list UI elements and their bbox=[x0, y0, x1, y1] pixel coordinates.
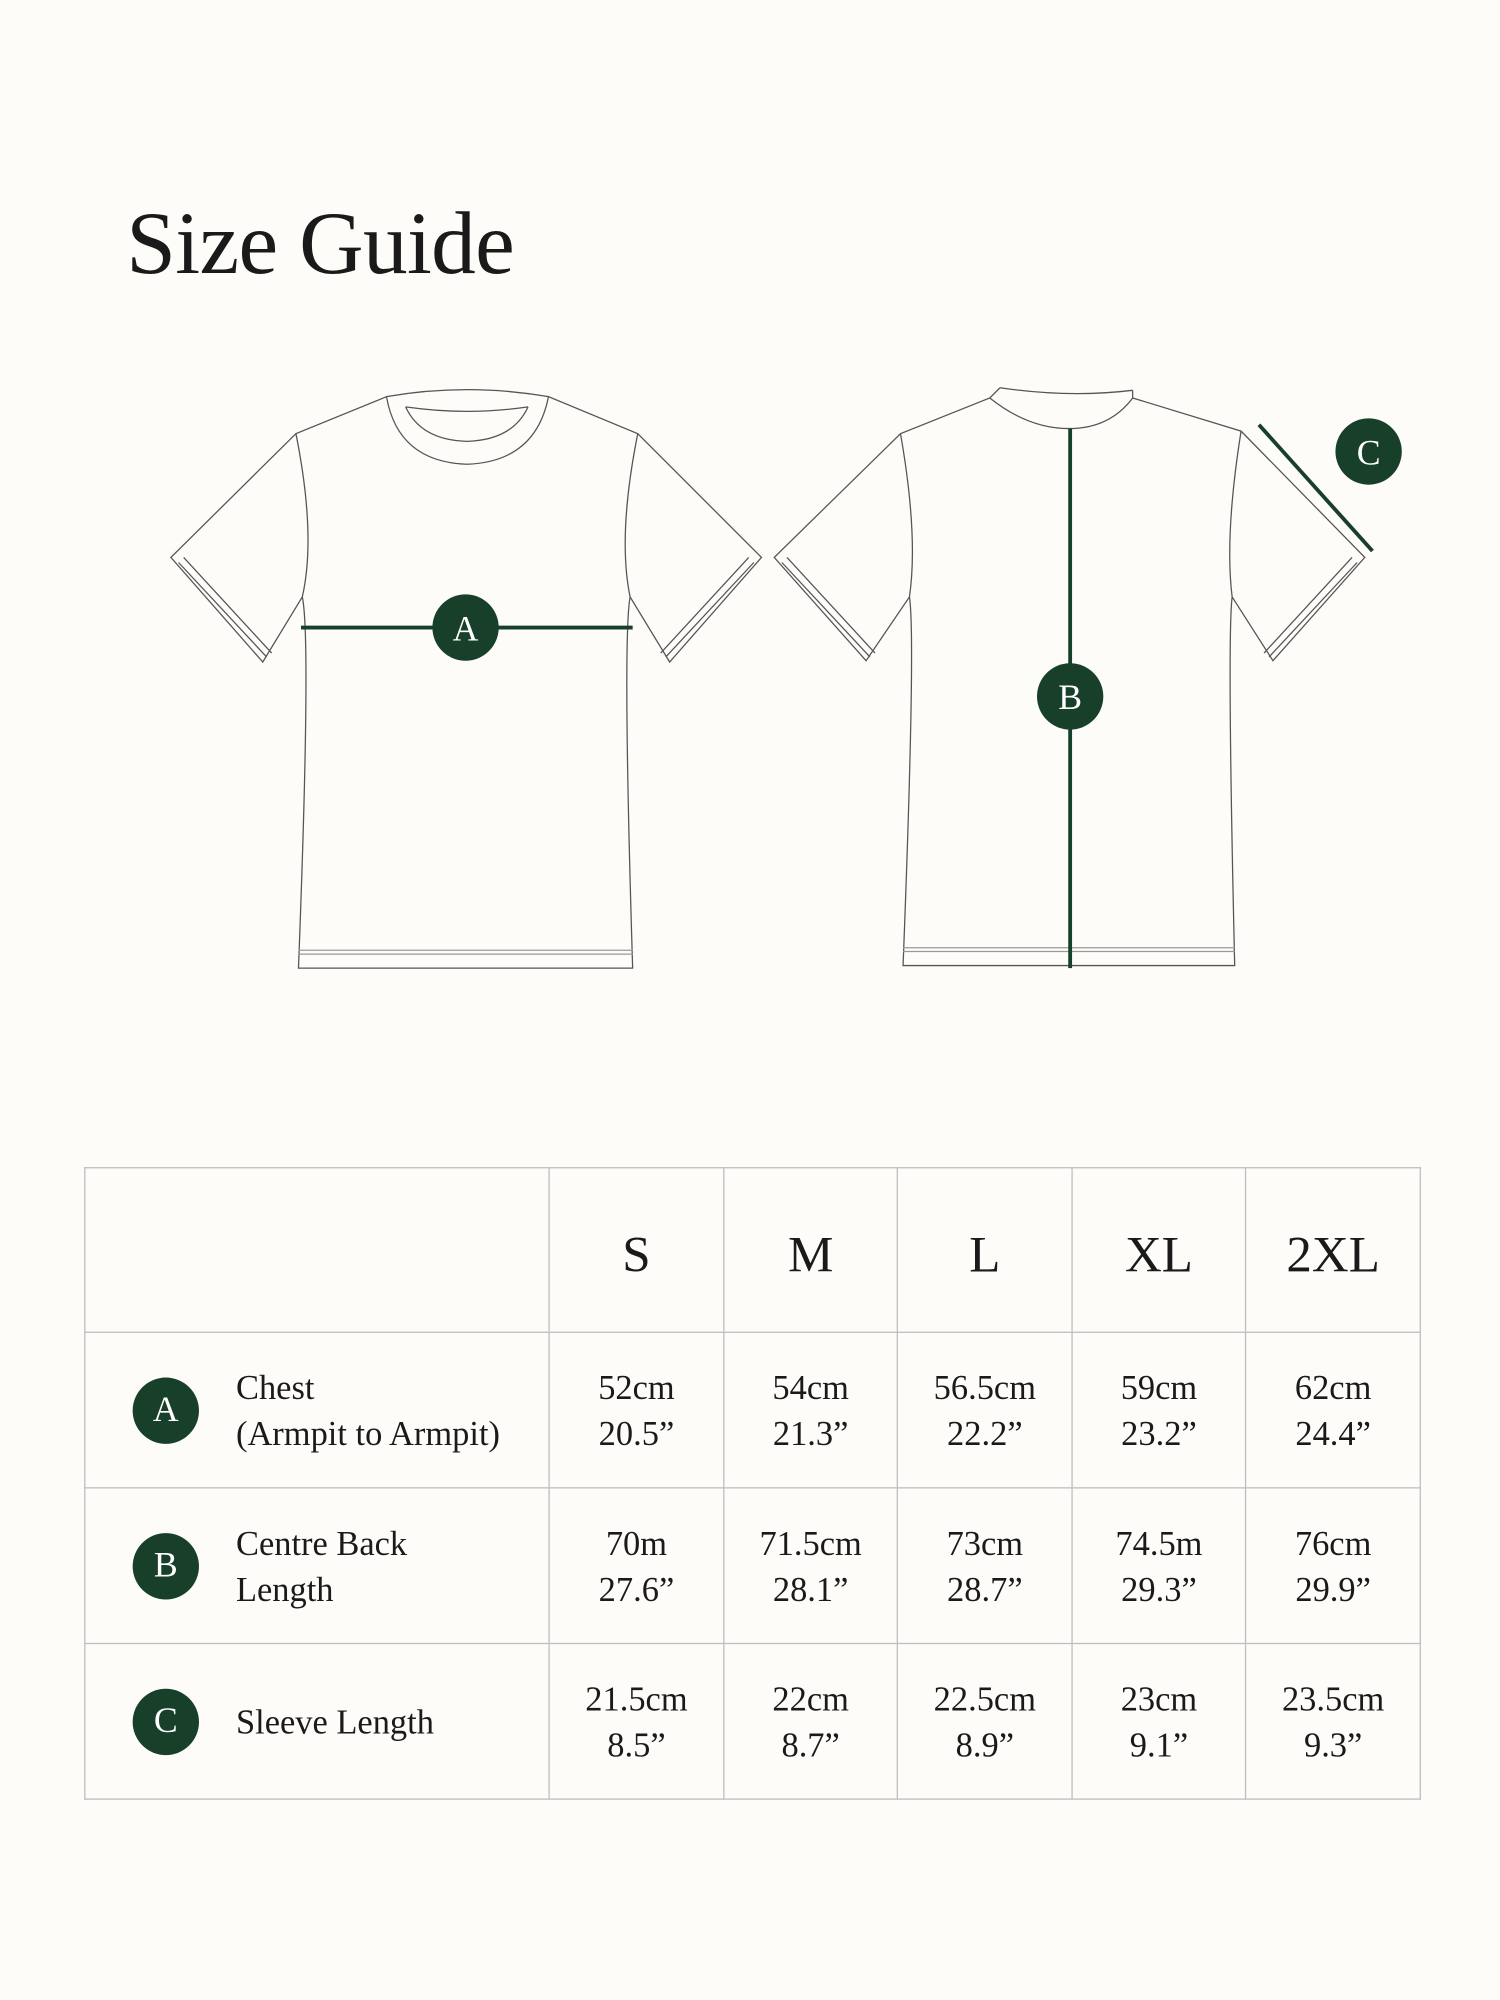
value-cm: 23cm bbox=[1120, 1679, 1198, 1718]
table-row: A Chest (Armpit to Armpit) 52cm 20.5” 54… bbox=[84, 1331, 1421, 1489]
value-cm: 62cm bbox=[1294, 1367, 1372, 1407]
measurement-cell: 23cm 9.1” bbox=[1071, 1642, 1247, 1800]
measurement-cell: 74.5m 29.3” bbox=[1071, 1487, 1247, 1645]
size-header: L bbox=[897, 1167, 1073, 1333]
measurement-cell: 54cm 21.3” bbox=[722, 1331, 899, 1489]
value-inch: 27.6” bbox=[598, 1569, 675, 1608]
back-tshirt-outline bbox=[773, 397, 1366, 967]
svg-text:A: A bbox=[453, 608, 479, 648]
table-row: B Centre Back Length 70m 27.6” 71.5cm 28… bbox=[84, 1487, 1421, 1645]
size-header-row: S M L XL 2XL bbox=[84, 1167, 1421, 1333]
measurement-cell: 71.5cm 28.1” bbox=[722, 1487, 899, 1645]
value-inch: 24.4” bbox=[1295, 1413, 1371, 1453]
value-cm: 70m bbox=[605, 1523, 668, 1562]
value-inch: 8.7” bbox=[781, 1725, 840, 1764]
value-cm: 22.5cm bbox=[933, 1679, 1037, 1718]
measurement-cell: 23.5cm 9.3” bbox=[1245, 1642, 1421, 1800]
value-cm: 23.5cm bbox=[1281, 1679, 1385, 1718]
value-inch: 8.5” bbox=[607, 1725, 666, 1764]
marker-badge: A bbox=[132, 1376, 199, 1444]
label-line: Chest bbox=[235, 1367, 315, 1407]
value-cm: 74.5m bbox=[1115, 1523, 1203, 1562]
table-row: C Sleeve Length 21.5cm 8.5” 22cm 8.7” 22… bbox=[84, 1642, 1421, 1800]
value-cm: 54cm bbox=[772, 1367, 849, 1407]
measurement-label: Sleeve Length bbox=[236, 1698, 434, 1744]
marker-badge: C bbox=[132, 1688, 199, 1755]
label-line: (Armpit to Armpit) bbox=[235, 1413, 500, 1453]
size-header: 2XL bbox=[1245, 1167, 1421, 1333]
measurement-cell: 62cm 24.4” bbox=[1245, 1331, 1421, 1489]
sleeve-measure-line bbox=[1257, 423, 1374, 553]
value-inch: 29.9” bbox=[1295, 1569, 1371, 1608]
measurement-label-cell: B Centre Back Length bbox=[84, 1487, 551, 1645]
measurement-cell: 22cm 8.7” bbox=[722, 1642, 899, 1800]
value-cm: 73cm bbox=[946, 1523, 1024, 1562]
marker-a: A bbox=[432, 594, 499, 661]
measurement-label: Chest (Armpit to Armpit) bbox=[236, 1364, 500, 1456]
value-inch: 28.7” bbox=[947, 1569, 1023, 1608]
value-inch: 8.9” bbox=[955, 1725, 1014, 1764]
svg-text:B: B bbox=[1058, 677, 1082, 717]
label-line: Sleeve Length bbox=[235, 1702, 434, 1741]
marker-badge: B bbox=[132, 1532, 199, 1599]
size-header: XL bbox=[1071, 1167, 1247, 1333]
marker-c: C bbox=[1335, 418, 1402, 485]
front-tshirt-outline bbox=[170, 395, 763, 969]
measurement-cell: 76cm 29.9” bbox=[1245, 1487, 1421, 1645]
measurement-label-cell: A Chest (Armpit to Armpit) bbox=[84, 1331, 551, 1489]
measurement-label-cell: C Sleeve Length bbox=[84, 1642, 551, 1800]
svg-text:C: C bbox=[1357, 432, 1381, 472]
tshirt-diagram: A B C bbox=[170, 387, 1402, 969]
measurement-cell: 22.5cm 8.9” bbox=[897, 1642, 1073, 1800]
measurement-cell: 52cm 20.5” bbox=[548, 1331, 725, 1489]
value-inch: 21.3” bbox=[772, 1413, 849, 1453]
value-cm: 59cm bbox=[1120, 1367, 1198, 1407]
marker-b: B bbox=[1036, 663, 1104, 730]
value-inch: 9.1” bbox=[1129, 1725, 1189, 1764]
label-line: Length bbox=[235, 1569, 334, 1608]
value-cm: 56.5cm bbox=[933, 1367, 1037, 1407]
measurement-cell: 59cm 23.2” bbox=[1071, 1331, 1247, 1489]
value-inch: 22.2” bbox=[947, 1413, 1023, 1453]
value-cm: 22cm bbox=[772, 1679, 849, 1718]
value-inch: 20.5” bbox=[598, 1413, 675, 1453]
value-inch: 23.2” bbox=[1121, 1413, 1197, 1453]
value-inch: 29.3” bbox=[1121, 1569, 1197, 1608]
header-empty bbox=[84, 1167, 551, 1333]
value-inch: 9.3” bbox=[1303, 1725, 1363, 1764]
measurement-label: Centre Back Length bbox=[236, 1520, 407, 1612]
measurement-cell: 70m 27.6” bbox=[548, 1487, 725, 1645]
value-cm: 71.5cm bbox=[759, 1523, 862, 1562]
page-title: Size Guide bbox=[126, 195, 515, 294]
size-table: S M L XL 2XL A Chest (Armpit to Armpit) … bbox=[84, 1167, 1421, 1800]
measurement-cell: 56.5cm 22.2” bbox=[897, 1331, 1073, 1489]
value-cm: 21.5cm bbox=[585, 1679, 688, 1718]
measurement-cell: 73cm 28.7” bbox=[897, 1487, 1073, 1645]
size-header: S bbox=[548, 1167, 725, 1333]
value-cm: 52cm bbox=[598, 1367, 675, 1407]
label-line: Centre Back bbox=[235, 1523, 408, 1562]
value-cm: 76cm bbox=[1294, 1523, 1372, 1562]
measurement-cell: 21.5cm 8.5” bbox=[548, 1642, 725, 1800]
value-inch: 28.1” bbox=[772, 1569, 849, 1608]
size-header: M bbox=[722, 1167, 899, 1333]
